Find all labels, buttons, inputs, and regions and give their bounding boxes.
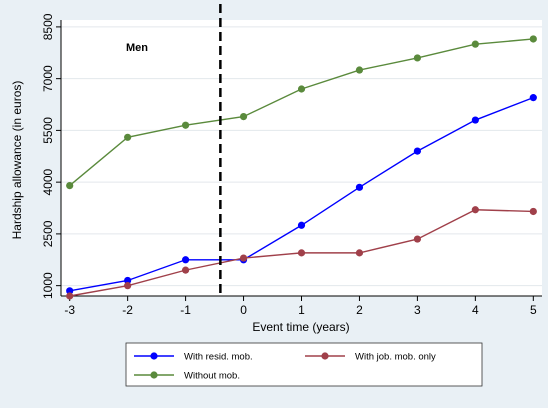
series-2-point (413, 235, 422, 243)
x-tick-label: 5 (530, 303, 537, 317)
series-line-1 (69, 96, 534, 292)
series-3-point (471, 40, 479, 48)
legend-marker (150, 371, 158, 379)
series-2-point (181, 266, 190, 274)
x-tick-label: 4 (472, 303, 479, 317)
x-tick-layer: -3 -2 -1 0 1 2 3 4 5 (64, 296, 537, 317)
series-1-point (471, 116, 479, 124)
y-tick-label: 8500 (41, 13, 55, 40)
y-tick-label: 5500 (41, 117, 55, 144)
x-tick-label: 3 (414, 303, 421, 317)
series-layer (66, 35, 537, 300)
legend-entries: With resid. mob. With job. mob. only Witho… (134, 352, 436, 382)
series-3-point (124, 133, 132, 141)
series-1-point (297, 221, 306, 229)
grid-layer (61, 26, 542, 287)
y-tick-label: 2500 (41, 220, 55, 247)
y-tick-label: 7000 (41, 65, 55, 92)
series-2-point (471, 206, 479, 214)
legend-label: With job. mob. only (355, 352, 436, 363)
series-2-point (355, 249, 364, 257)
y-axis-label: Hardship allowance (in euros) (10, 81, 24, 240)
y-tick-label: 1000 (41, 272, 55, 299)
series-1-point (355, 183, 364, 191)
x-tick-label: 0 (240, 303, 247, 317)
x-tick-label: -3 (64, 303, 75, 317)
series-1-point (124, 276, 132, 285)
series-3-point (66, 182, 74, 190)
x-tick-label: 2 (356, 303, 363, 317)
series-2-point (124, 282, 132, 290)
panel-annotation: Men (126, 42, 148, 54)
x-tick-label: 1 (298, 303, 305, 317)
legend-marker (150, 352, 158, 360)
series-2-point (297, 249, 306, 257)
series-1-point (413, 147, 422, 155)
series-1-point (181, 256, 190, 264)
x-tick-label: -2 (122, 303, 133, 317)
series-3-point (355, 66, 364, 74)
x-tick-label: -1 (180, 303, 191, 317)
y-tick-layer: 1000 2500 4000 5500 7000 8500 (41, 13, 61, 299)
legend-label: With resid. mob. (184, 352, 253, 363)
series-2-point (239, 254, 248, 262)
series-3-point (239, 113, 248, 121)
series-3-point (297, 85, 306, 93)
series-3-point (413, 54, 422, 62)
x-axis-label: Event time (years) (252, 320, 349, 334)
legend: With resid. mob. With job. mob. only Witho… (125, 342, 483, 387)
legend-label: Without mob. (184, 371, 240, 382)
series-3-point (529, 35, 537, 43)
series-3-point (181, 121, 190, 129)
series-2-point (529, 207, 537, 216)
series-2-point (66, 292, 74, 300)
legend-box (125, 342, 483, 387)
y-tick-label: 4000 (41, 168, 55, 195)
legend-marker (321, 352, 329, 360)
series-1-point (529, 94, 537, 102)
series-1-point (66, 287, 74, 295)
